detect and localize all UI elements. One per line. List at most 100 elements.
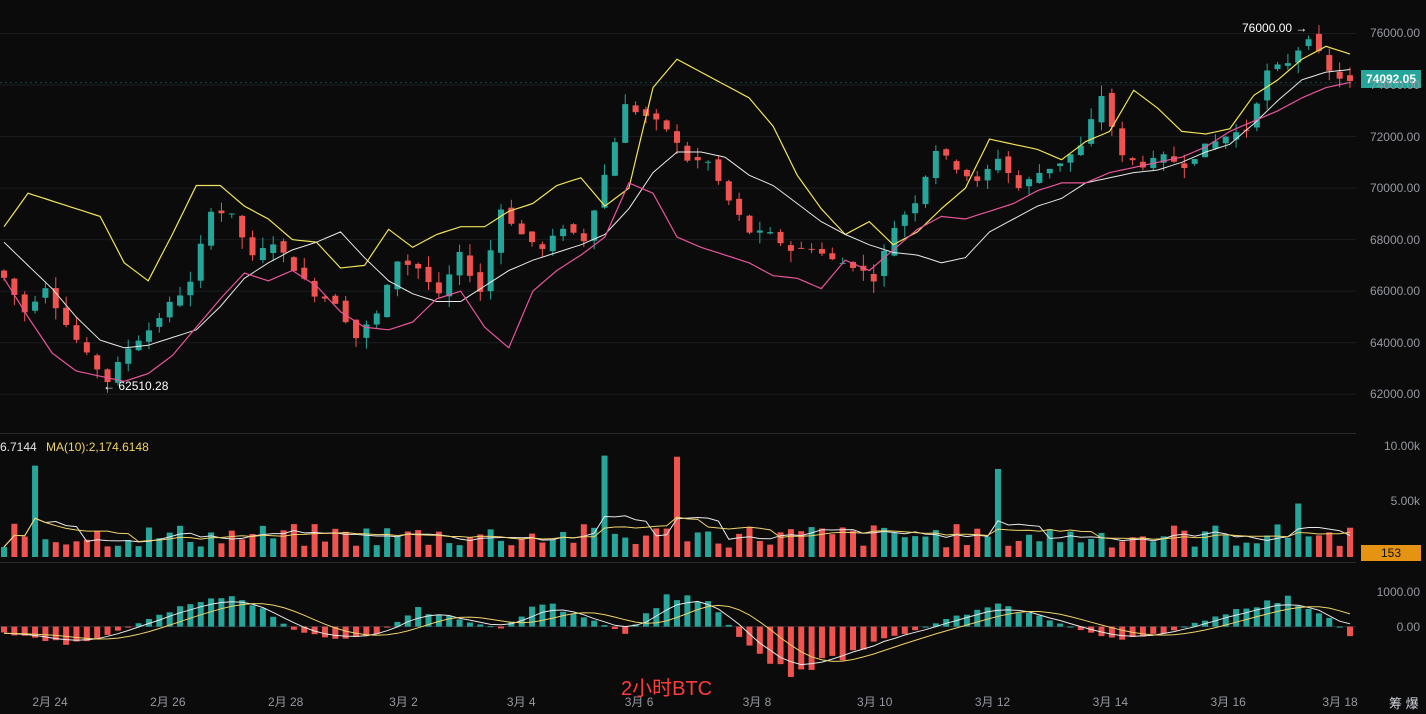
macd-bar: [42, 626, 49, 642]
volume-bar: [839, 527, 846, 557]
time-tick-label: 2月 28: [267, 695, 304, 709]
corner-label: 筹 爆: [1389, 696, 1419, 711]
macd-bar: [187, 604, 194, 627]
macd-bar: [891, 626, 898, 636]
volume-bar: [560, 531, 567, 557]
volume-bar: [1160, 536, 1167, 557]
volume-bar: [539, 542, 546, 557]
volume-bar: [746, 526, 753, 557]
volume-bar: [736, 533, 743, 557]
volume-bar: [850, 530, 857, 557]
macd-bar: [1067, 626, 1074, 628]
candle-body: [259, 248, 266, 261]
macd-bar: [73, 626, 80, 642]
volume-bar: [363, 528, 370, 557]
time-tick-label: 3月 8: [742, 695, 772, 709]
volume-bar: [684, 541, 691, 557]
candle-body: [125, 348, 132, 364]
macd-bar: [1336, 626, 1343, 628]
volume-bar: [135, 546, 142, 557]
candle-body: [1098, 96, 1105, 123]
macd-bar: [808, 626, 815, 670]
volume-bar: [1119, 541, 1126, 557]
volume-bar: [1108, 547, 1115, 557]
macd-bar: [549, 603, 556, 627]
volume-bar: [1233, 545, 1240, 557]
candle-body: [1264, 70, 1271, 101]
time-tick-label: 3月 14: [1092, 695, 1129, 709]
candle-body: [1005, 156, 1012, 174]
macd-bar: [477, 624, 484, 627]
candle-body: [1253, 103, 1260, 128]
volume-bar: [42, 539, 49, 557]
candle-body: [1202, 143, 1209, 158]
time-tick-label: 2月 26: [150, 695, 186, 709]
candle-body: [83, 342, 90, 353]
candle-body: [11, 278, 18, 295]
candle-body: [1233, 132, 1240, 140]
volume-bar: [187, 542, 194, 557]
candle-body: [73, 325, 80, 340]
candle-body: [280, 241, 287, 253]
macd-bar: [912, 626, 919, 631]
candle-body: [756, 230, 763, 233]
candle-body: [818, 249, 825, 254]
volume-bar: [497, 540, 504, 557]
macd-bar: [901, 626, 908, 634]
macd-bar: [280, 623, 287, 627]
volume-bar: [166, 532, 173, 557]
price-tick-label: 76000.00: [1369, 26, 1420, 41]
time-tick-label: 3月 16: [1210, 695, 1246, 709]
macd-bar: [777, 626, 784, 665]
macd-bar: [228, 596, 235, 627]
macd-bar: [715, 612, 722, 627]
volume-bar: [663, 528, 670, 557]
macd-tick-label: 1000.00: [1376, 585, 1420, 600]
volume-bar: [674, 456, 680, 557]
candle-body: [611, 142, 618, 176]
candle-body: [622, 104, 629, 143]
candle-body: [1191, 159, 1198, 164]
candle-body: [591, 210, 598, 241]
volume-bar: [1326, 532, 1333, 557]
candle-body: [798, 247, 805, 249]
macd-bar: [1108, 626, 1115, 638]
macd-bar: [270, 616, 277, 627]
macd-bar: [1233, 609, 1240, 627]
volume-bar: [321, 541, 328, 557]
volume-bar: [228, 530, 235, 557]
macd-bar: [1005, 606, 1012, 627]
volume-bar: [912, 536, 919, 557]
macd-bar: [601, 625, 608, 627]
volume-bar: [767, 544, 774, 557]
volume-bar: [632, 543, 639, 557]
macd-bar: [321, 626, 328, 638]
macd-bar: [1046, 620, 1053, 627]
volume-bar: [477, 534, 484, 557]
volume-bar: [798, 531, 805, 557]
candle-body: [342, 300, 349, 323]
candle-body: [829, 253, 836, 260]
volume-bar: [239, 539, 246, 557]
macd-bar: [497, 626, 504, 629]
candle-body: [1347, 75, 1353, 82]
volume-bar: [922, 536, 929, 557]
candle-body: [715, 159, 722, 181]
candle-body: [974, 176, 981, 181]
macd-bar: [114, 626, 121, 631]
volume-bar: [342, 531, 349, 557]
candle-body: [94, 355, 101, 370]
macd-bar: [922, 626, 929, 628]
volume-bar: [694, 532, 701, 557]
volume-bar: [881, 527, 888, 557]
volume-bar: [1347, 527, 1353, 557]
candle-body: [518, 223, 525, 235]
time-tick-label: 3月 6: [624, 695, 654, 709]
volume-bar: [1005, 545, 1012, 557]
candle-body: [135, 340, 142, 351]
macd-bar: [1295, 605, 1302, 627]
candle-body: [705, 161, 712, 163]
macd-bar: [746, 626, 753, 646]
volume-bar: [963, 545, 970, 557]
